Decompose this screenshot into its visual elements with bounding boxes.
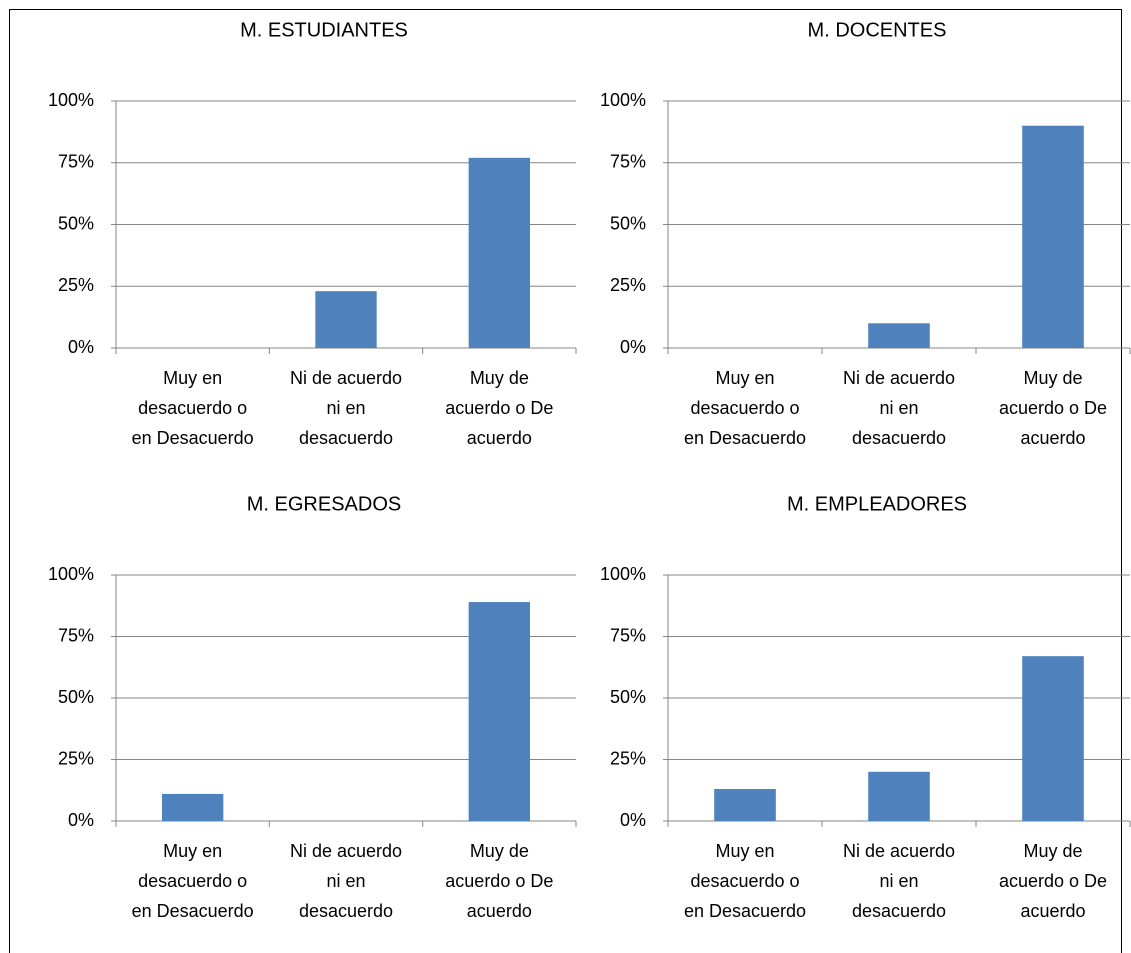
x-category-label: Muy de [1023, 368, 1082, 388]
y-tick-label: 25% [610, 748, 646, 768]
x-category-label: desacuerdo o [690, 871, 799, 891]
bar-empleadores-1 [714, 789, 776, 821]
chart-title: M. DOCENTES [808, 19, 947, 41]
x-category-label: desacuerdo o [690, 398, 799, 418]
bar-estudiantes-3 [468, 157, 530, 348]
y-tick-label: 0% [620, 337, 646, 357]
chart-title: M. ESTUDIANTES [240, 19, 408, 41]
x-category-label: Ni de acuerdo [290, 368, 402, 388]
x-category-label: acuerdo o De [445, 398, 553, 418]
x-category-label: en Desacuerdo [132, 901, 254, 921]
x-category-label: Ni de acuerdo [843, 841, 955, 861]
bar-egresados-3 [468, 602, 530, 821]
x-category-label: Ni de acuerdo [290, 841, 402, 861]
x-category-label: desacuerdo o [138, 871, 247, 891]
frame-top-border [9, 9, 1122, 10]
y-tick-label: 75% [58, 152, 94, 172]
x-category-label: desacuerdo o [138, 398, 247, 418]
x-category-label: acuerdo [467, 428, 532, 448]
x-category-label: desacuerdo [852, 901, 946, 921]
x-category-label: desacuerdo [299, 428, 393, 448]
x-category-label: en Desacuerdo [132, 428, 254, 448]
x-category-label: Muy de [1023, 841, 1082, 861]
x-category-label: Ni de acuerdo [843, 368, 955, 388]
y-tick-label: 50% [610, 213, 646, 233]
x-category-label: en Desacuerdo [684, 428, 806, 448]
y-tick-label: 0% [68, 810, 94, 830]
y-tick-label: 25% [58, 748, 94, 768]
x-category-label: Muy de [470, 368, 529, 388]
x-category-label: Muy en [163, 841, 222, 861]
x-category-label: ni en [879, 398, 918, 418]
y-tick-label: 0% [68, 337, 94, 357]
bar-docentes-2 [868, 323, 930, 348]
x-category-label: acuerdo o De [445, 871, 553, 891]
y-tick-label: 50% [58, 687, 94, 707]
y-tick-label: 100% [600, 90, 646, 110]
x-category-label: en Desacuerdo [684, 901, 806, 921]
x-category-label: Muy de [470, 841, 529, 861]
y-tick-label: 75% [610, 625, 646, 645]
bar-estudiantes-2 [315, 291, 377, 348]
chart-title: M. EGRESADOS [247, 493, 401, 515]
y-tick-label: 0% [620, 810, 646, 830]
x-category-label: Muy en [715, 368, 774, 388]
bar-egresados-1 [162, 793, 224, 821]
x-category-label: acuerdo [1020, 901, 1085, 921]
y-tick-label: 75% [610, 152, 646, 172]
chart-title: M. EMPLEADORES [787, 493, 967, 515]
bar-docentes-3 [1022, 125, 1084, 348]
x-category-label: desacuerdo [852, 428, 946, 448]
x-category-label: ni en [326, 871, 365, 891]
x-category-label: ni en [879, 871, 918, 891]
chart-estudiantes: M. ESTUDIANTES 0% 25% 50% 75% 100% Muy en desac… [48, 19, 577, 448]
chart-docentes: M. DOCENTES 0% 25% 50% 75% 100% Muy en desacuer… [600, 19, 1131, 448]
bar-empleadores-2 [868, 771, 930, 821]
y-tick-label: 50% [58, 213, 94, 233]
x-category-label: acuerdo o De [999, 398, 1107, 418]
y-tick-label: 100% [48, 564, 94, 584]
y-tick-label: 100% [48, 90, 94, 110]
x-category-label: ni en [326, 398, 365, 418]
frame-left-border [9, 9, 10, 953]
y-tick-label: 25% [58, 275, 94, 295]
y-tick-label: 25% [610, 275, 646, 295]
frame-right-border [1121, 9, 1122, 953]
chart-empleadores: M. EMPLEADORES 0% 25% 50% 75% 100% Muy en desac… [600, 493, 1131, 921]
x-category-label: Muy en [163, 368, 222, 388]
bar-empleadores-3 [1022, 656, 1084, 821]
chart-egresados: M. EGRESADOS 0% 25% 50% 75% 100% Muy en desacue… [48, 493, 577, 921]
x-category-label: acuerdo [1020, 428, 1085, 448]
x-category-label: acuerdo [467, 901, 532, 921]
y-tick-label: 100% [600, 564, 646, 584]
y-tick-label: 75% [58, 625, 94, 645]
x-category-label: acuerdo o De [999, 871, 1107, 891]
x-category-label: Muy en [715, 841, 774, 861]
y-tick-label: 50% [610, 687, 646, 707]
x-category-label: desacuerdo [299, 901, 393, 921]
